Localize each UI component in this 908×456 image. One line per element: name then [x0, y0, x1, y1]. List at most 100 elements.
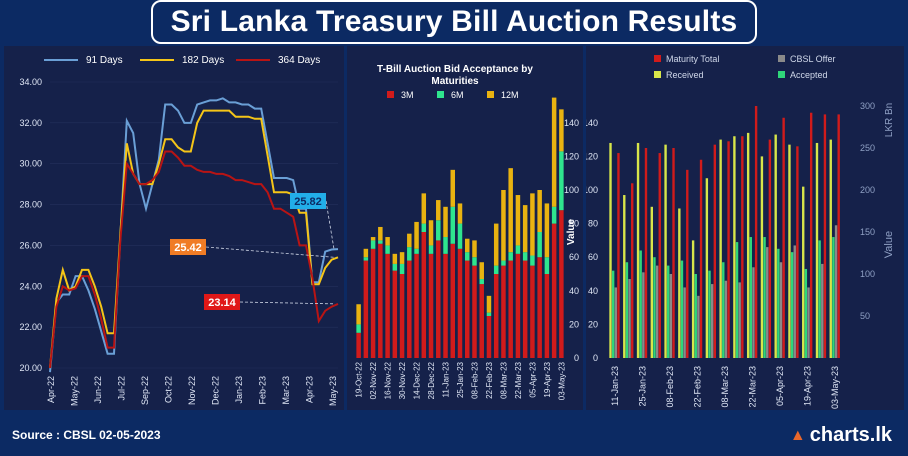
bar-segment — [464, 260, 470, 358]
bar — [683, 287, 686, 358]
bar-segment — [407, 260, 412, 358]
bar-segment — [515, 245, 521, 254]
x-tick-label: Dec-22 — [211, 376, 221, 405]
bar — [727, 141, 730, 358]
bar — [733, 136, 736, 358]
bar — [694, 274, 697, 358]
bar-segment — [421, 193, 427, 224]
bar-segment — [501, 265, 506, 358]
bar — [617, 153, 620, 358]
callout-box — [204, 294, 240, 310]
bar — [796, 146, 799, 358]
bar — [710, 284, 714, 358]
x-tick-label: Mar-23 — [281, 376, 291, 405]
bar-segment — [399, 263, 405, 274]
y-tick-label: 28.00 — [19, 200, 42, 210]
x-tick-label: Apr-23 — [305, 376, 315, 403]
series-line — [49, 150, 339, 369]
y-tick-label: 30.00 — [19, 159, 42, 169]
bar-segment — [436, 220, 441, 241]
auction-volume-chart: Maturity Total CBSL Offer Received Accepted… — [583, 54, 895, 409]
y-axis-label: Value — [883, 231, 895, 258]
bar-segment — [559, 151, 564, 211]
bar — [628, 279, 631, 358]
x-tick-label: Feb-23 — [258, 376, 268, 405]
bar-segment — [457, 248, 463, 358]
callout-leader — [325, 200, 335, 250]
yield-line-chart: 20.00 22.00 24.00 26.00 28.00 30.00 32.00 34.00… — [19, 55, 339, 406]
bar — [790, 252, 794, 358]
callout-box — [170, 239, 206, 255]
y-tick-label: 60 — [588, 252, 598, 262]
x-tick-label: 30-Nov-22 — [398, 361, 407, 399]
bar-segment — [407, 233, 412, 248]
bar-segment — [378, 243, 383, 358]
bar-segment — [399, 252, 405, 264]
bar — [719, 139, 722, 358]
x-tick-label: Oct-22 — [164, 376, 174, 403]
bar — [779, 262, 783, 358]
y2-tick-label: 100 — [860, 269, 875, 279]
bar — [653, 257, 656, 358]
bar-segment — [508, 168, 513, 253]
bar-segment — [486, 316, 492, 358]
bar — [766, 247, 769, 358]
y2-tick-label: 50 — [860, 311, 870, 321]
y2-axis-label: LKR Bn — [884, 103, 895, 137]
legend-swatch — [778, 55, 785, 62]
y-tick-label: 80 — [588, 219, 598, 229]
footer: Source : CBSL 02-05-2023 ▲ charts.lk — [0, 416, 908, 456]
bar-segment — [530, 255, 535, 266]
x-tick-label: 22-Mar-23 — [514, 361, 523, 398]
bar-segment — [428, 245, 434, 254]
bar — [738, 282, 741, 358]
bar — [667, 265, 670, 358]
y-tick-label: 60 — [569, 252, 579, 262]
x-tick-label: 28-Dec-22 — [427, 361, 436, 399]
x-tick-label: 08-Feb-23 — [665, 366, 675, 408]
bar-segment — [370, 240, 376, 249]
bar-segment — [385, 245, 390, 254]
series-line — [49, 97, 339, 373]
bar-segment — [378, 240, 383, 244]
source-note: Source : CBSL 02-05-2023 — [12, 428, 161, 442]
legend-label: 6M — [451, 90, 464, 100]
bar-segment — [493, 265, 499, 274]
x-tick-label: Jul-22 — [117, 376, 127, 401]
callout-box — [290, 193, 326, 209]
bar-segment — [537, 257, 542, 358]
bid-acceptance-chart-panel: T-Bill Auction Bid Acceptance by Maturiti… — [347, 46, 583, 410]
bar-segment — [378, 226, 383, 241]
brand-name: charts.lk — [809, 424, 892, 446]
bar-segment — [501, 190, 506, 261]
bar-segment — [501, 260, 506, 266]
bar-segment — [443, 206, 448, 238]
bar — [678, 208, 681, 358]
bar-segment — [544, 203, 550, 258]
bar-segment — [522, 252, 528, 261]
bar-segment — [508, 260, 513, 358]
bar — [768, 139, 772, 358]
bar — [691, 240, 695, 358]
title-bar: Sri Lanka Treasury Bill Auction Results — [0, 0, 908, 44]
bar — [802, 186, 805, 358]
bar-segment — [472, 265, 477, 358]
bar — [672, 148, 675, 358]
bar-segment — [421, 223, 427, 232]
x-tick-label: 02-Nov-22 — [369, 361, 378, 399]
bar — [614, 287, 617, 358]
bar — [741, 136, 744, 358]
y-tick-label: 80 — [569, 219, 579, 229]
bar-segment — [414, 253, 419, 358]
brand-logo: ▲ charts.lk — [790, 424, 892, 447]
bar — [722, 262, 725, 358]
bar — [837, 114, 840, 359]
bar — [829, 139, 832, 358]
bar-segment — [457, 223, 463, 249]
bar-segment — [464, 252, 470, 261]
bar — [625, 262, 629, 358]
bar-segment — [472, 240, 477, 258]
bar-segment — [515, 253, 521, 358]
bar-segment — [414, 221, 419, 249]
bar-segment — [399, 274, 405, 358]
